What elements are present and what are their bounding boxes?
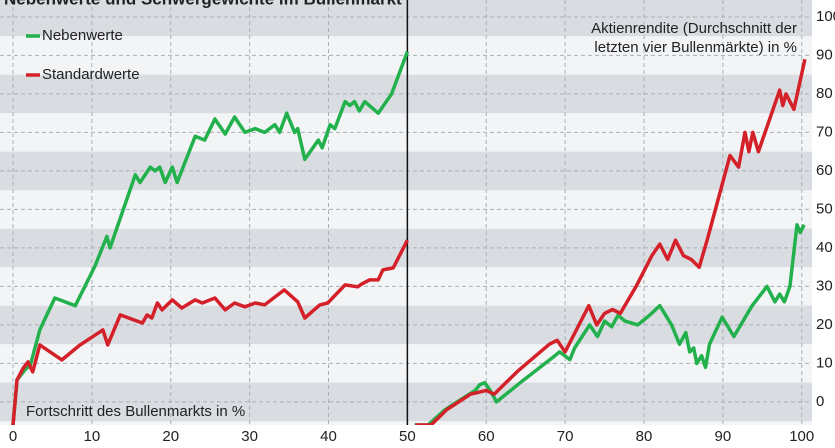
series-line (11, 50, 806, 425)
legend-label: Nebenwerte (42, 27, 123, 44)
series-line (11, 58, 807, 425)
x-tick-label: 50 (399, 428, 416, 445)
x-tick-label: 80 (636, 428, 653, 445)
x-tick-label: 0 (9, 428, 17, 445)
y-tick-label: 40 (816, 239, 833, 256)
x-tick-label: 70 (557, 428, 574, 445)
plot-background (0, 0, 812, 425)
x-tick-label: 60 (478, 428, 495, 445)
y-tick-label: 80 (816, 85, 833, 102)
y-tick-label: 0 (816, 393, 824, 410)
y-tick-label: 10 (816, 354, 833, 371)
x-tick-label: 90 (715, 428, 732, 445)
x-tick-label: 30 (241, 428, 258, 445)
x-tick-label: 10 (84, 428, 101, 445)
x-tick-label: 20 (162, 428, 179, 445)
y-tick-label: 70 (816, 123, 833, 140)
y-tick-label: 60 (816, 162, 833, 179)
y-tick-label: 20 (816, 316, 833, 333)
chart-title: Nebenwerte und Schwergewichte im Bullenm… (4, 0, 402, 8)
x-tick-label: 40 (320, 428, 337, 445)
annotation: Fortschritt des Bullenmarkts in % (26, 403, 245, 420)
y-tick-label: 90 (816, 46, 833, 63)
x-tick-label: 100 (789, 428, 814, 445)
legend-label: Standardwerte (42, 66, 140, 83)
band (0, 0, 812, 37)
annotation: Aktienrendite (Durchschnitt der (591, 20, 797, 37)
y-tick-label: 50 (816, 200, 833, 217)
annotation: letzten vier Bullenmärkte) in % (594, 39, 797, 56)
y-tick-label: 30 (816, 277, 833, 294)
y-tick-label: 100 (816, 8, 835, 25)
